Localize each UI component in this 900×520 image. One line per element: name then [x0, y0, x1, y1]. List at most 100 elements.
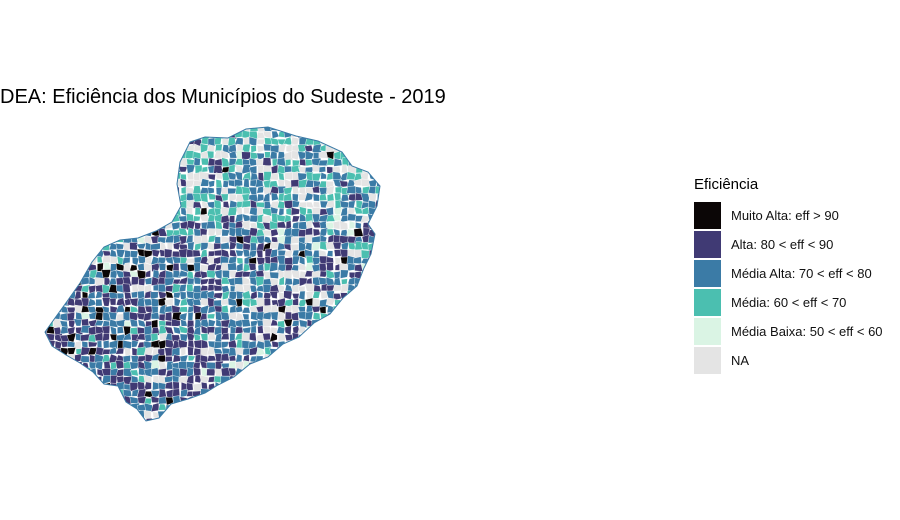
municipality-cell	[201, 166, 208, 173]
municipality-cell	[164, 143, 175, 154]
municipality-cell	[109, 375, 118, 384]
municipality-cell	[73, 235, 83, 245]
municipality-cell	[171, 256, 182, 264]
municipality-cell	[152, 157, 161, 167]
municipality-cell	[346, 185, 357, 195]
municipality-cell	[269, 332, 278, 343]
municipality-cell	[164, 178, 173, 189]
municipality-cell	[45, 215, 47, 223]
legend-swatch	[694, 289, 721, 316]
municipality-cell	[369, 151, 377, 161]
municipality-cell	[123, 138, 132, 146]
municipality-cell	[158, 263, 167, 271]
municipality-cell	[220, 127, 230, 131]
municipality-cell	[333, 417, 342, 421]
municipality-cell	[383, 327, 390, 334]
municipality-cell	[45, 194, 55, 203]
municipality-cell	[143, 368, 153, 378]
municipality-cell	[375, 313, 380, 321]
municipality-cell	[52, 186, 63, 195]
municipality-cell	[200, 143, 209, 154]
municipality-cell	[263, 171, 272, 181]
municipality-cell	[227, 127, 238, 131]
municipality-cell	[325, 241, 335, 250]
municipality-cell	[360, 354, 370, 363]
municipality-cell	[305, 201, 315, 209]
municipality-cell	[53, 157, 63, 166]
municipality-cell	[271, 164, 279, 175]
municipality-cell	[60, 326, 69, 335]
municipality-cell	[101, 127, 110, 131]
municipality-cell	[60, 263, 70, 271]
municipality-cell	[353, 355, 364, 363]
municipality-cell	[242, 381, 252, 391]
municipality-cell	[74, 136, 83, 146]
municipality-cell	[45, 143, 49, 154]
municipality-cell	[144, 277, 153, 285]
municipality-cell	[115, 136, 126, 147]
municipality-cell	[340, 319, 350, 329]
municipality-cell	[80, 228, 89, 238]
municipality-cell	[74, 395, 83, 406]
municipality-cell	[103, 131, 111, 140]
municipality-cell	[124, 297, 132, 306]
municipality-cell	[45, 397, 54, 406]
municipality-cell	[285, 159, 292, 167]
municipality-cell	[206, 220, 216, 230]
municipality-cell	[384, 397, 392, 404]
municipality-cell	[45, 199, 47, 209]
municipality-cell	[206, 416, 217, 421]
municipality-cell	[45, 157, 56, 168]
municipality-cell	[270, 396, 280, 406]
municipality-cell	[213, 396, 224, 405]
municipality-cell	[222, 410, 231, 419]
municipality-cell	[75, 157, 84, 166]
municipality-cell	[47, 361, 56, 371]
municipality-cell	[101, 213, 112, 224]
municipality-cell	[74, 255, 82, 265]
municipality-cell	[87, 143, 98, 152]
municipality-cell	[173, 291, 181, 299]
municipality-cell	[206, 150, 215, 160]
municipality-cell	[318, 159, 329, 166]
municipality-cell	[137, 202, 146, 210]
municipality-cell	[269, 185, 279, 196]
municipality-cell	[157, 269, 167, 279]
municipality-cell	[235, 381, 245, 390]
municipality-cell	[264, 389, 272, 398]
municipality-cell	[53, 127, 63, 133]
municipality-cell	[326, 382, 335, 390]
municipality-cell	[285, 347, 292, 354]
municipality-cell	[318, 166, 326, 173]
municipality-cell	[213, 164, 224, 174]
municipality-cell	[68, 241, 77, 250]
municipality-cell	[326, 250, 334, 257]
municipality-cell	[283, 409, 294, 420]
municipality-cell	[129, 242, 138, 251]
legend-item: Média: 60 < eff < 70	[694, 288, 883, 317]
municipality-cell	[45, 179, 47, 188]
municipality-cell	[214, 278, 223, 287]
municipality-cell	[290, 353, 300, 364]
municipality-cell	[101, 269, 112, 279]
municipality-cell	[298, 382, 306, 392]
municipality-cell	[178, 166, 188, 173]
municipality-cell	[382, 417, 392, 426]
municipality-cell	[199, 416, 208, 421]
municipality-cell	[67, 234, 77, 244]
municipality-cell	[158, 164, 166, 175]
municipality-cell	[45, 164, 56, 174]
municipality-cell	[256, 145, 266, 153]
municipality-cell	[45, 395, 47, 406]
municipality-cell	[45, 243, 55, 250]
municipality-cell	[347, 354, 356, 364]
municipality-cell	[327, 341, 335, 348]
municipality-cell	[45, 220, 48, 230]
municipality-cell	[82, 388, 90, 398]
municipality-cell	[199, 410, 209, 419]
municipality-cell	[180, 207, 188, 217]
municipality-cell	[157, 127, 168, 132]
municipality-cell	[95, 416, 103, 421]
municipality-cell	[129, 166, 139, 173]
municipality-cell	[144, 151, 153, 160]
